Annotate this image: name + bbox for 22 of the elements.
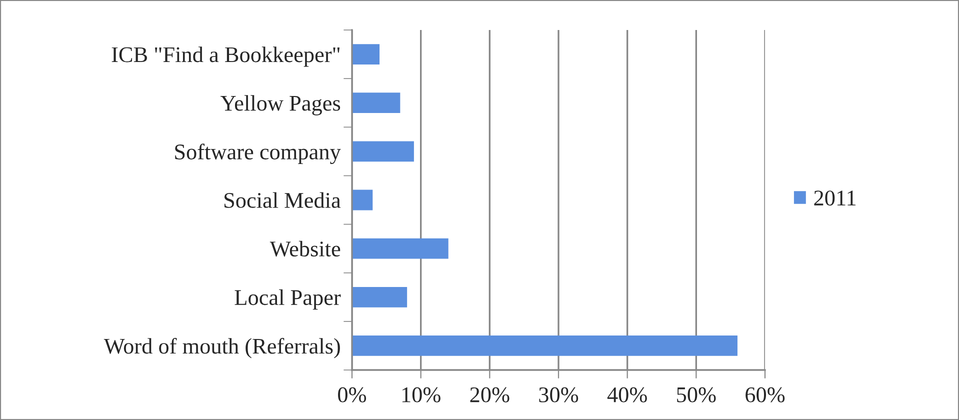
bar xyxy=(352,141,414,162)
x-tick-label: 30% xyxy=(539,387,578,402)
x-tick-label: 50% xyxy=(677,387,716,402)
x-tick-label: 0% xyxy=(338,387,366,402)
y-tick-label: Local Paper xyxy=(234,289,341,310)
legend-label: 2011 xyxy=(814,190,856,206)
x-tick-label: 40% xyxy=(607,387,647,402)
x-tick-label: 10% xyxy=(402,387,440,402)
bar xyxy=(352,92,400,114)
bar xyxy=(352,190,373,210)
y-tick-label: Word of mouth (Referrals) xyxy=(104,338,340,358)
y-tick-label: Website xyxy=(270,240,340,257)
bar xyxy=(352,336,738,356)
bar xyxy=(352,238,448,259)
y-tick-label: Yellow Pages xyxy=(220,95,340,116)
bar xyxy=(352,286,408,308)
y-tick-label: Software company xyxy=(175,144,341,164)
x-tick-label: 60% xyxy=(746,387,785,402)
y-tick-label: ICB "Find a Bookkeeper" xyxy=(112,46,340,67)
y-tick-label: Social Media xyxy=(224,192,341,208)
bar xyxy=(352,44,380,64)
x-tick-label: 20% xyxy=(470,387,510,402)
